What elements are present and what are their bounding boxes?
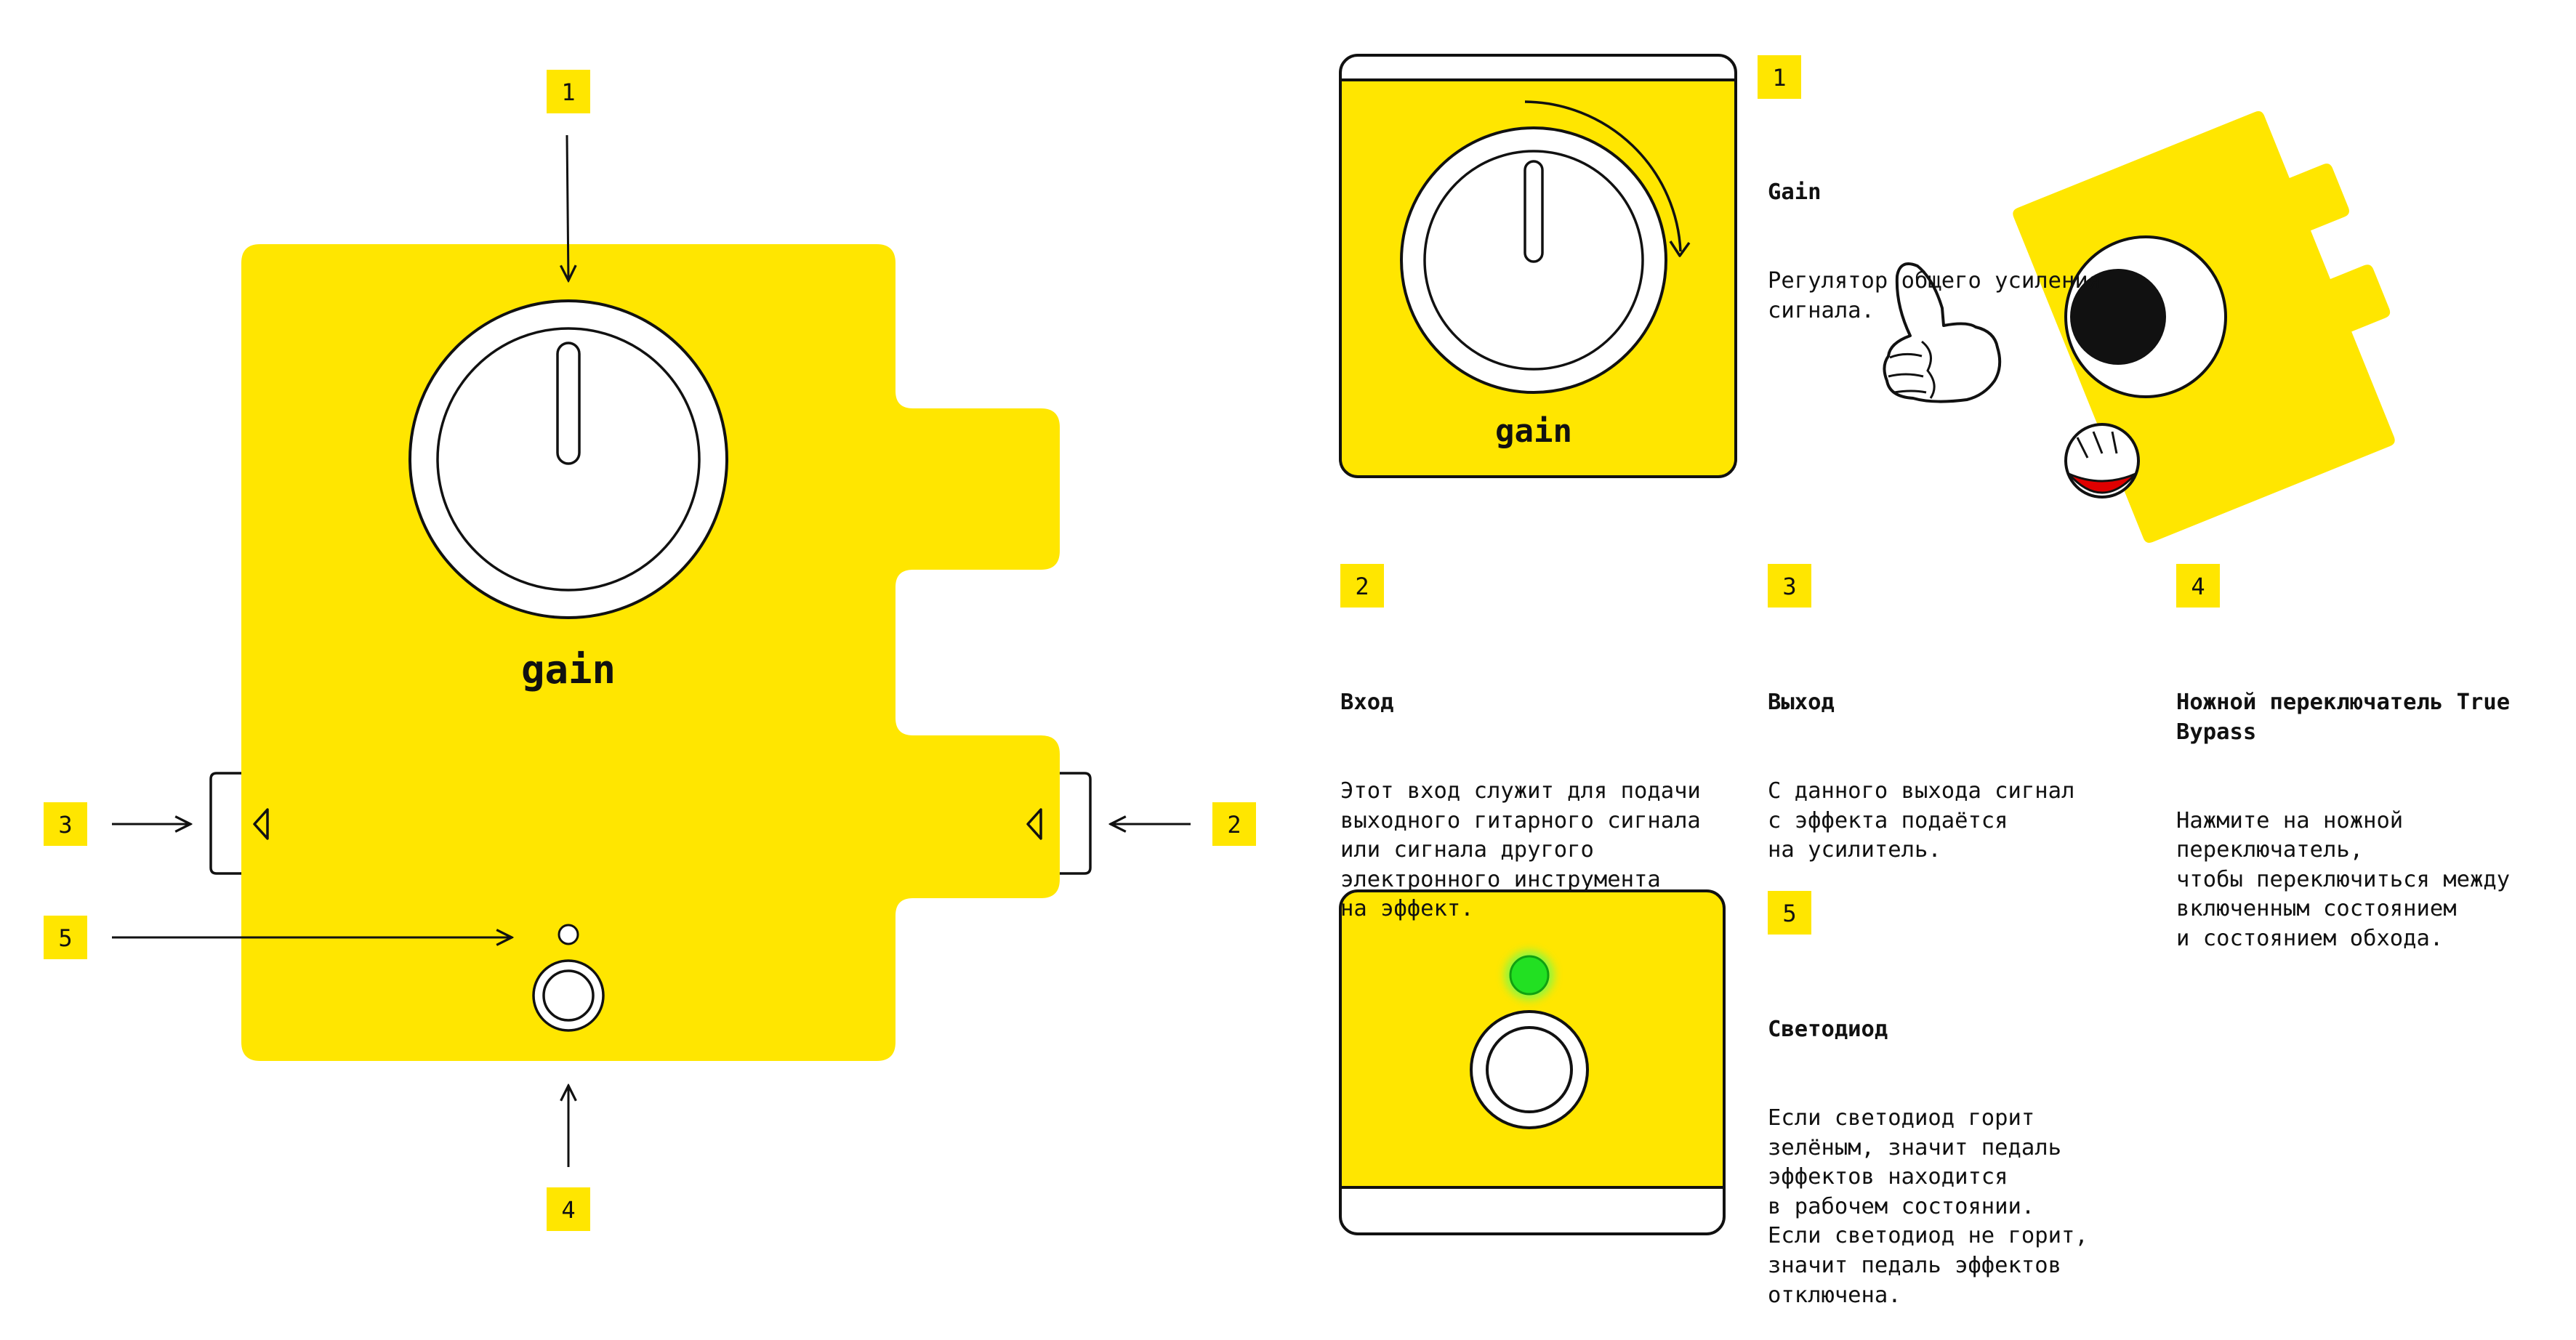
svg-text:5: 5 [58, 924, 72, 952]
gain-knob[interactable] [408, 299, 728, 619]
rotation-arrow [1524, 100, 1682, 252]
callout-footswitch: Ножной переключатель True Bypass Нажмите… [2176, 629, 2510, 983]
callout-badge-2: 2 [1340, 564, 1384, 608]
pedal-mascot [1883, 111, 2395, 543]
thumbs-up-hand [1883, 262, 2002, 403]
callout-badge-3: 3 [1768, 564, 1811, 608]
callout-output: Выход С данного выхода сигнал с эффекта … [1768, 629, 2074, 895]
svg-text:1: 1 [561, 78, 575, 106]
knob-pointer [556, 342, 581, 465]
badge-2: 2 [1212, 802, 1256, 846]
svg-text:1: 1 [1772, 64, 1786, 92]
callout-title: Выход [1768, 690, 1835, 716]
callout-badge-4: 4 [2176, 564, 2220, 608]
mascot-mouth [2064, 423, 2140, 499]
callout-title: Gain [1768, 179, 1822, 206]
input-jack[interactable] [1026, 772, 1092, 875]
badge-4: 4 [547, 1187, 590, 1231]
svg-text:2: 2 [1227, 811, 1241, 839]
gain-detail-card: gain [1339, 54, 1737, 478]
detail-gain-label: gain [1495, 413, 1572, 450]
callout-title: Светодиод [1768, 1017, 1888, 1043]
callout-text: Этот вход служит для подачи выходного ги… [1340, 778, 1701, 922]
status-led [558, 924, 579, 945]
svg-text:5: 5 [1782, 900, 1796, 927]
footswitch[interactable] [532, 959, 605, 1032]
svg-text:4: 4 [2191, 573, 2205, 600]
footswitch-detail-card [1339, 889, 1726, 1235]
badge-1: 1 [547, 70, 590, 113]
callout-title: Ножной переключатель True Bypass [2176, 690, 2511, 745]
pedal-diagram: gain 1 3 2 5 4 gain [44, 54, 2395, 1235]
callout-led: Светодиод Если светодиод горит зелёным, … [1768, 956, 2088, 1340]
badge-5: 5 [44, 916, 87, 959]
svg-text:4: 4 [561, 1196, 575, 1224]
callout-text: Если светодиод горит зелёным, значит пед… [1768, 1105, 2088, 1308]
mascot-eye [2064, 235, 2227, 398]
svg-text:3: 3 [1782, 573, 1796, 600]
arrow-1 [567, 134, 568, 280]
badge-3: 3 [44, 802, 87, 846]
callout-gain: Gain Регулятор общего усиления сигнала. [1768, 119, 2101, 355]
svg-text:3: 3 [58, 811, 72, 839]
output-jack[interactable] [209, 772, 269, 875]
callout-text: С данного выхода сигнал с эффекта подаёт… [1768, 778, 2075, 863]
svg-text:2: 2 [1355, 573, 1369, 600]
callout-badge-1: 1 [1758, 55, 1801, 99]
callout-text: Нажмите на ножной переключатель, чтобы п… [2176, 807, 2511, 951]
callout-input: Вход Этот вход служит для подачи выходно… [1340, 629, 1701, 954]
led-on [1509, 955, 1550, 996]
callout-text: Регулятор общего усиления сигнала. [1768, 267, 2102, 323]
callout-badge-5: 5 [1768, 891, 1811, 935]
callout-title: Вход [1340, 690, 1394, 716]
pedal-gain-label: gain [521, 647, 616, 693]
